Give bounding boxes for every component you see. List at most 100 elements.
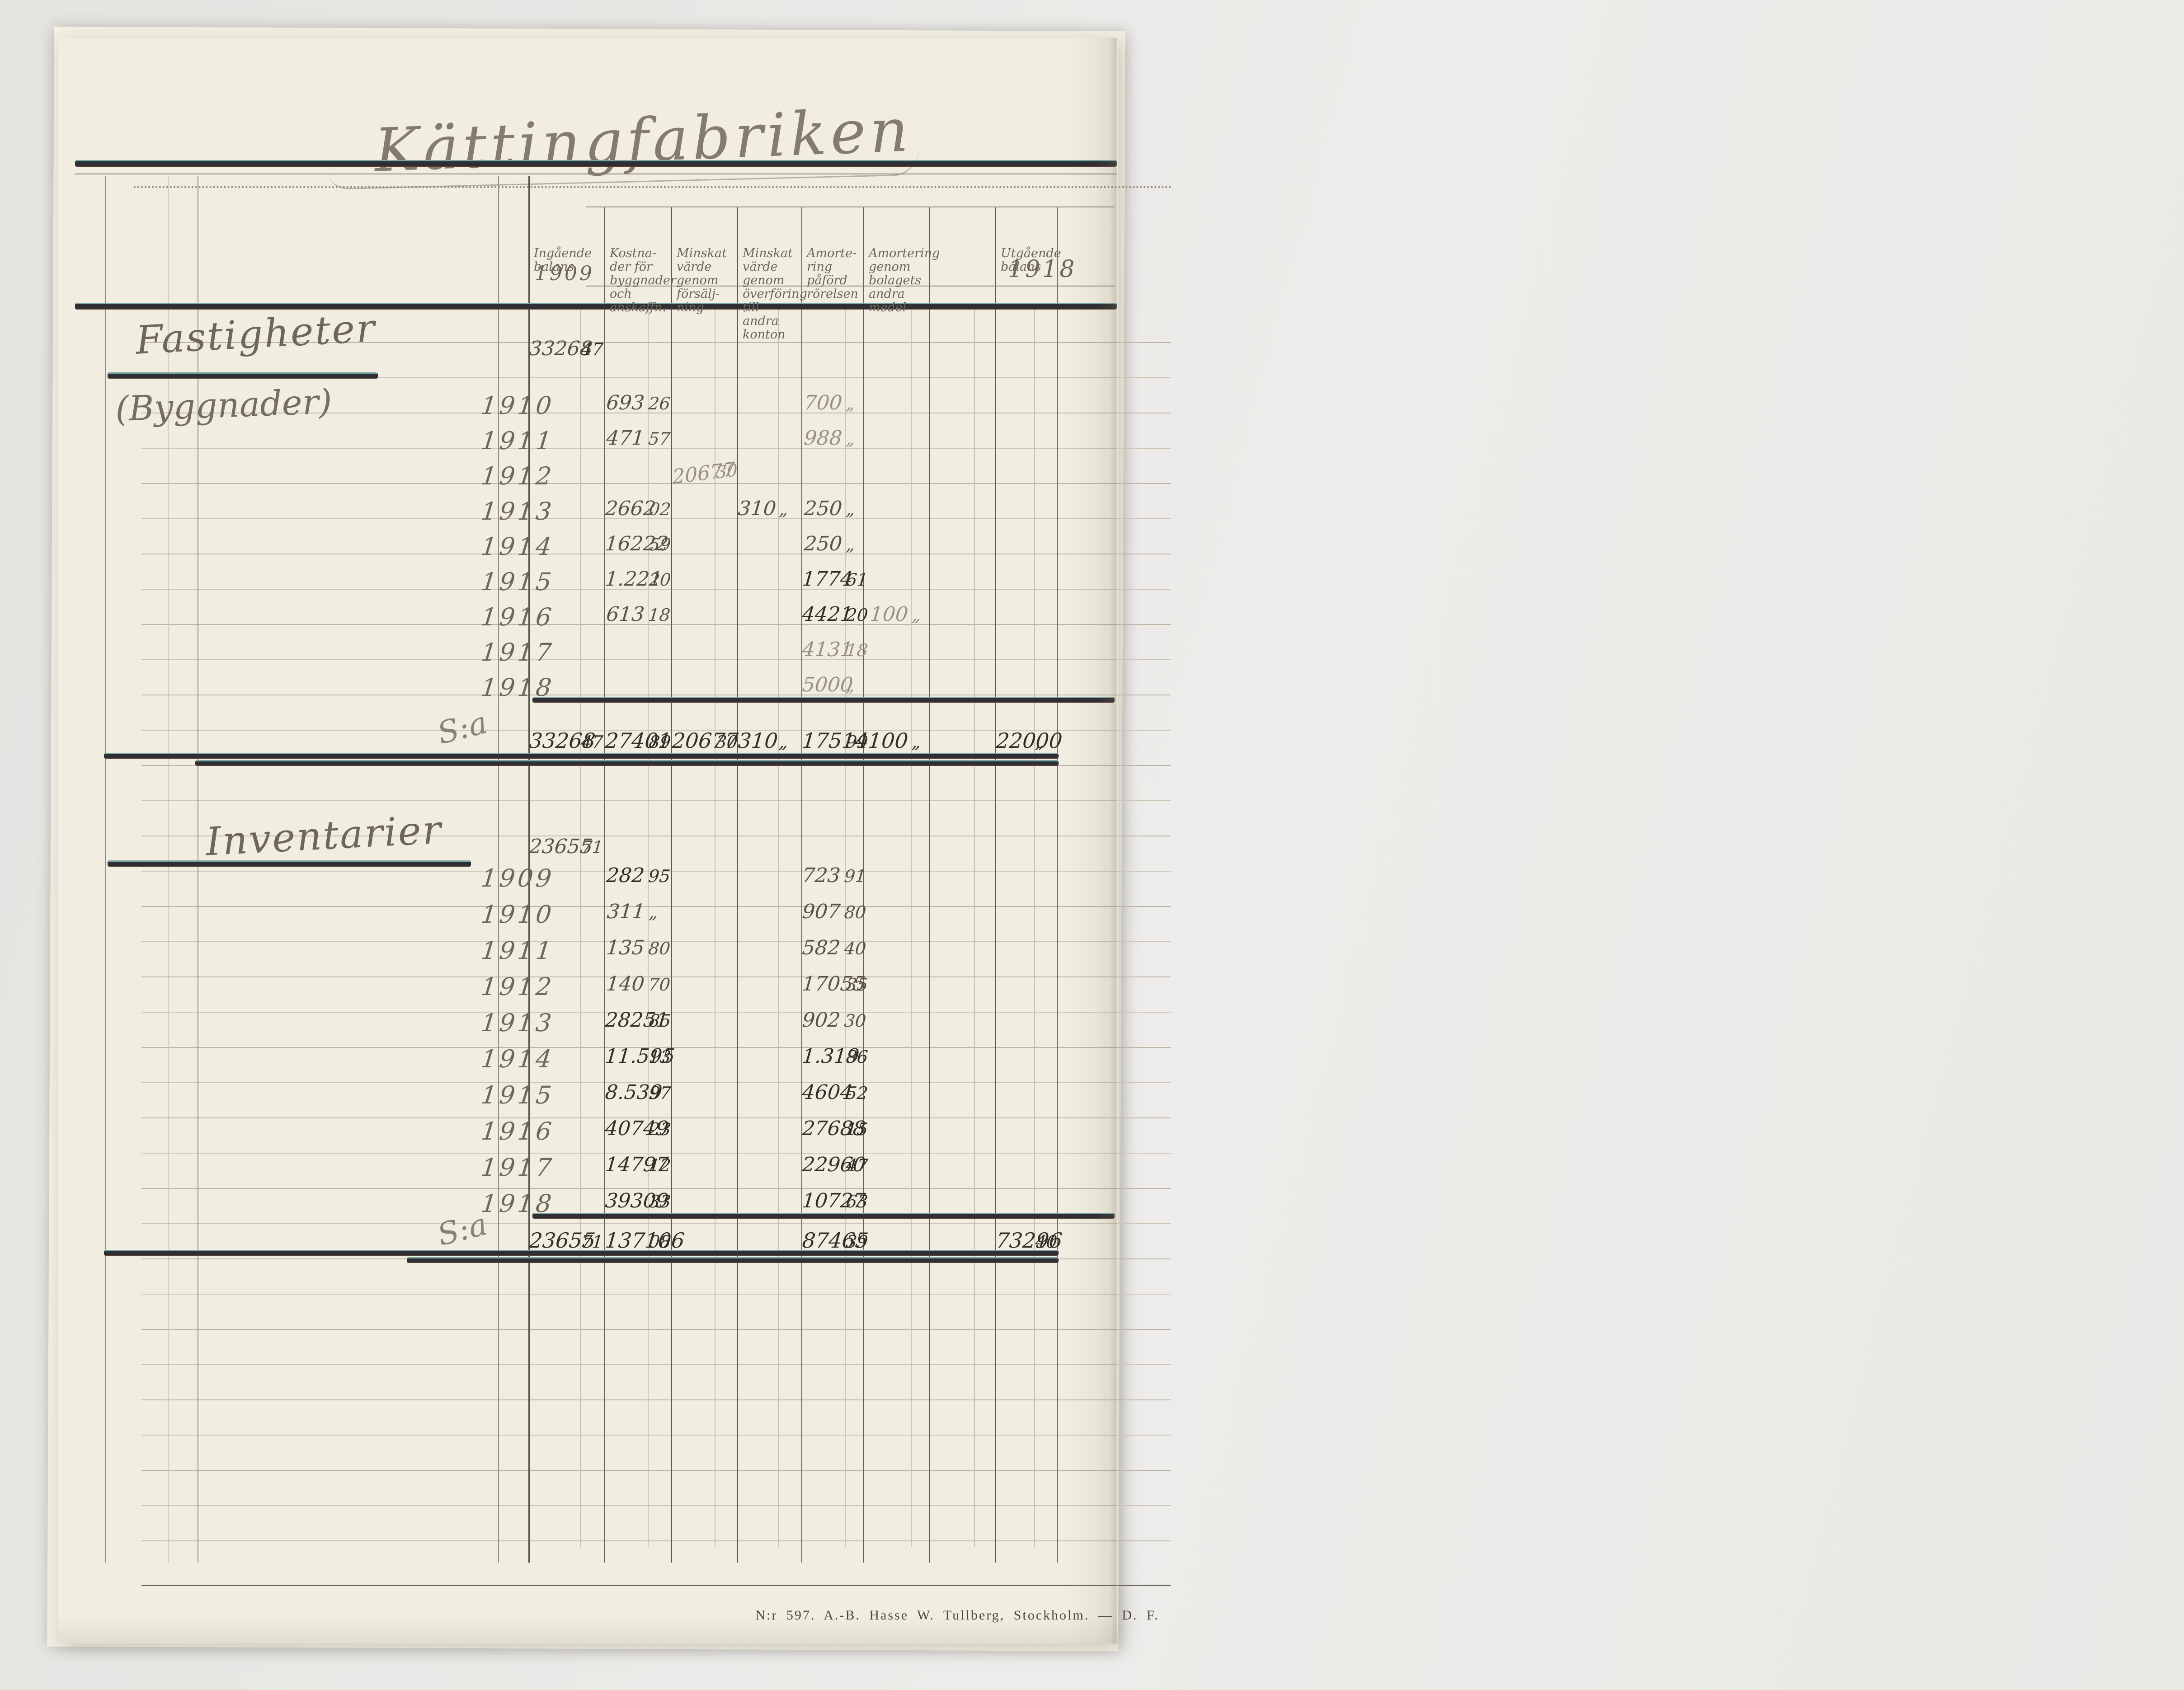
amount-kronor: 4604: [801, 1081, 854, 1104]
amount-ore: 33: [648, 1192, 672, 1211]
amount-kronor: 1.221: [604, 568, 664, 591]
amount-cell: 16222 59: [604, 532, 672, 555]
sum-double-rule-2: [195, 760, 1059, 766]
amount-ore: 71: [580, 1232, 604, 1252]
amount-cell: 23655 71: [528, 835, 604, 858]
amount-ore: 63: [845, 1192, 869, 1211]
amount-cell: 39309 33: [604, 1189, 672, 1212]
grid-line-horizontal: [141, 448, 1171, 449]
amount-kronor: 135: [605, 936, 645, 959]
column-header-line: Amortering: [869, 246, 940, 260]
grid-line-horizontal: [141, 1012, 1171, 1013]
ledger-page: Kättingfabriken Ingående balans 1909 Kostna…: [58, 38, 1172, 1643]
amount-cell: 20677 30: [671, 728, 739, 753]
column-header-line: Minskat: [677, 246, 727, 260]
amount-kronor: 33268: [528, 728, 597, 753]
grid-line-horizontal: [141, 483, 1171, 484]
amount-cell: 250 „: [801, 497, 863, 520]
amount-ore: „: [911, 732, 922, 752]
amount-ore: 57: [647, 429, 671, 449]
amount-ore: 39: [845, 1232, 869, 1252]
amount-ore: „: [778, 732, 789, 752]
header-heavy-rule: [75, 303, 1117, 310]
amount-cell: 310 „: [737, 497, 801, 520]
grid-line-horizontal: [141, 518, 1171, 519]
grid-line-horizontal: [141, 871, 1171, 872]
year-label: 1910: [480, 391, 556, 420]
year-label: 1916: [480, 1117, 556, 1145]
column-header-line: till: [743, 300, 759, 315]
amount-kronor: 100: [869, 603, 909, 626]
amount-ore: 71: [580, 837, 604, 857]
amount-kronor: 582: [801, 936, 842, 959]
amount-cell: 723 91: [801, 864, 867, 887]
amount-ore: „: [648, 902, 659, 922]
grid-line-horizontal: [141, 589, 1171, 590]
grid-line-horizontal: [141, 1188, 1171, 1189]
sum-double-rule-2: [407, 1257, 1059, 1263]
grid-line-horizontal: [141, 1117, 1171, 1118]
year-label: 1916: [480, 603, 556, 631]
grid-line-vertical: [801, 207, 802, 1563]
amount-cell: 73296 40: [995, 1228, 1064, 1253]
amount-cell: 310 „: [737, 728, 802, 753]
amount-ore: 61: [845, 570, 869, 590]
amount-cell: 8.539 97: [604, 1081, 672, 1104]
column-header-line: balans: [534, 260, 574, 274]
amount-ore: 97: [648, 1083, 672, 1103]
amount-cell: 1.221 20: [604, 568, 672, 591]
grid-line-vertical: [604, 207, 605, 1563]
amount-ore: 30: [715, 732, 739, 752]
amount-cell: 137106 08: [604, 1228, 686, 1253]
amount-cell: 27688 15: [801, 1117, 869, 1140]
amount-cell: 5000 „: [801, 673, 863, 696]
amount-kronor: 140: [605, 972, 645, 995]
amount-cell: 471 57: [604, 427, 671, 450]
column-header-line: påförd: [807, 273, 847, 287]
column-header-line: värde: [677, 260, 712, 274]
amount-ore: „: [845, 499, 856, 519]
amount-kronor: 4421: [801, 603, 854, 626]
amount-cell: 22000 „: [995, 728, 1064, 753]
amount-cell: 693 26: [604, 391, 671, 414]
amount-kronor: 20677: [672, 458, 736, 489]
amount-kronor: 723: [801, 864, 842, 887]
amount-ore: 91: [843, 866, 867, 886]
amount-ore: „: [1034, 732, 1045, 752]
amount-kronor: 613: [605, 603, 645, 626]
column-header-line: andra konton: [743, 314, 786, 342]
year-label: 1913: [480, 1009, 556, 1037]
amount-ore: 18: [647, 605, 671, 625]
amount-kronor: 250: [803, 532, 843, 555]
amount-kronor: 17514: [801, 728, 870, 753]
amount-kronor: 22000: [995, 728, 1064, 753]
column-header-line: medel: [869, 300, 907, 315]
amount-cell: 40749 23: [604, 1117, 672, 1140]
amount-cell: 22960 47: [801, 1153, 869, 1176]
amount-cell: 582 40: [801, 936, 867, 959]
amount-kronor: 902: [801, 1009, 842, 1032]
amount-kronor: 310: [737, 497, 777, 520]
amount-cell: 100 „: [863, 603, 929, 626]
amount-ore: 13: [648, 1047, 672, 1067]
grid-line-ore-divider: [648, 306, 649, 1547]
amount-kronor: 23655: [528, 835, 594, 858]
amount-cell: 311 „: [604, 900, 671, 923]
amount-cell: 14797 12: [604, 1153, 672, 1176]
grid-line-ore-divider: [974, 306, 975, 1547]
grid-line-horizontal: [141, 1364, 1171, 1365]
amount-kronor: 1774: [801, 568, 854, 591]
amount-ore: 15: [845, 1119, 869, 1139]
column-header: Amortering genom bolagets andra medel: [869, 246, 940, 315]
column-header-line: Minskat: [743, 246, 793, 260]
column-header-line: der för: [610, 260, 652, 274]
grid-line-ore-divider: [911, 306, 912, 1547]
amount-cell: 988 „: [801, 427, 863, 450]
column-header-line: Utgående: [1001, 246, 1061, 260]
amount-kronor: 100: [867, 728, 909, 753]
year-label: 1909: [480, 864, 556, 892]
amount-cell: 33268 47: [528, 728, 605, 753]
grid-line-horizontal: [141, 906, 1171, 907]
grid-line-horizontal: [141, 377, 1171, 378]
sum-double-rule-1: [104, 753, 1059, 759]
